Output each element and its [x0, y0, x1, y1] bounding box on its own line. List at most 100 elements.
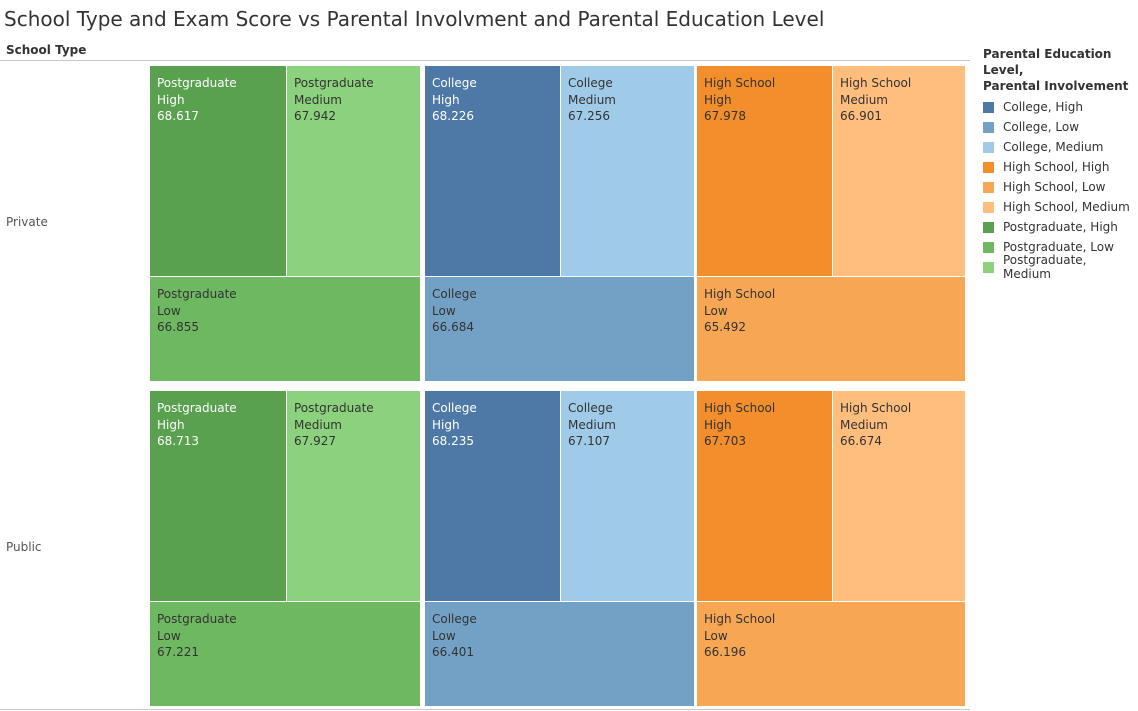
treemap-tile[interactable]: High School High 67.978: [697, 66, 832, 276]
tile-value-label: 66.901: [840, 109, 882, 123]
treemap-tile[interactable]: College Low 66.684: [425, 277, 694, 381]
tile-involvement-label: Low: [432, 628, 456, 643]
tile-value-label: 65.492: [704, 320, 746, 334]
treemap-tile[interactable]: Postgraduate High 68.617: [150, 66, 286, 276]
treemap-tile[interactable]: Postgraduate Medium 67.942: [287, 66, 420, 276]
legend-swatch: [983, 201, 994, 213]
treemap-tile[interactable]: College High 68.235: [425, 391, 560, 601]
tile-education-label: Postgraduate: [157, 401, 237, 415]
tile-education-label: Postgraduate: [294, 76, 374, 90]
legend-label: College, Medium: [1003, 140, 1104, 154]
row-dimension-header: School Type: [6, 43, 87, 57]
treemap-tile[interactable]: Postgraduate Low 67.221: [150, 602, 420, 706]
legend-item[interactable]: Postgraduate, Low: [983, 237, 1138, 257]
tile-involvement-label: High: [704, 417, 732, 432]
tile-value-label: 68.713: [157, 434, 199, 448]
treemap-tile[interactable]: High School Medium 66.901: [833, 66, 965, 276]
tile-involvement-label: Medium: [568, 92, 616, 107]
treemap-tile[interactable]: College Medium 67.107: [561, 391, 694, 601]
legend-swatch: [983, 161, 994, 173]
tile-value-label: 67.107: [568, 434, 610, 448]
treemap-tile[interactable]: Postgraduate Medium 67.927: [287, 391, 420, 601]
tile-education-label: College: [432, 612, 477, 626]
legend-label: College, Low: [1003, 120, 1080, 134]
tile-value-label: 66.401: [432, 645, 474, 659]
legend-item[interactable]: High School, Low: [983, 177, 1138, 197]
tile-education-label: High School: [704, 287, 776, 301]
tile-education-label: High School: [840, 401, 912, 415]
legend-label: Postgraduate, High: [1003, 220, 1118, 234]
legend-label: High School, Low: [1003, 180, 1106, 194]
row-label-public: Public: [6, 540, 42, 554]
tile-value-label: 67.256: [568, 109, 610, 123]
legend-swatch: [983, 261, 994, 273]
tile-value-label: 66.674: [840, 434, 882, 448]
tile-involvement-label: Medium: [840, 417, 888, 432]
tile-value-label: 66.855: [157, 320, 199, 334]
treemap-tile[interactable]: College High 68.226: [425, 66, 560, 276]
tile-involvement-label: Low: [704, 628, 728, 643]
tile-education-label: Postgraduate: [157, 76, 237, 90]
treemap-tile[interactable]: High School High 67.703: [697, 391, 832, 601]
tile-involvement-label: Low: [432, 303, 456, 318]
tile-involvement-label: Low: [704, 303, 728, 318]
tile-education-label: College: [432, 76, 477, 90]
tile-education-label: High School: [704, 76, 776, 90]
tile-education-label: College: [568, 76, 613, 90]
legend-item[interactable]: College, High: [983, 97, 1138, 117]
legend-title-line-2: Parental Involvement: [983, 79, 1129, 93]
legend-items: College, High College, Low College, Medium…: [983, 97, 1138, 281]
tile-involvement-label: Medium: [568, 417, 616, 432]
tile-involvement-label: Low: [157, 303, 181, 318]
tile-involvement-label: Low: [157, 628, 181, 643]
bottom-divider: [0, 709, 970, 710]
legend-label: High School, High: [1003, 160, 1110, 174]
treemap-tile[interactable]: Postgraduate Low 66.855: [150, 277, 420, 381]
tile-education-label: High School: [704, 612, 776, 626]
treemap-tile[interactable]: High School Medium 66.674: [833, 391, 965, 601]
tile-value-label: 67.927: [294, 434, 336, 448]
header-divider: [0, 60, 970, 61]
tile-value-label: 68.235: [432, 434, 474, 448]
legend-item[interactable]: High School, High: [983, 157, 1138, 177]
legend-swatch: [983, 121, 994, 133]
tile-involvement-label: High: [432, 92, 460, 107]
tile-value-label: 68.617: [157, 109, 199, 123]
tile-education-label: College: [432, 401, 477, 415]
tile-education-label: High School: [704, 401, 776, 415]
treemap-tile[interactable]: High School Low 66.196: [697, 602, 965, 706]
legend-item[interactable]: College, Low: [983, 117, 1138, 137]
tile-involvement-label: Medium: [294, 92, 342, 107]
treemap-tile[interactable]: High School Low 65.492: [697, 277, 965, 381]
chart-title: School Type and Exam Score vs Parental I…: [4, 7, 825, 31]
legend-item[interactable]: College, Medium: [983, 137, 1138, 157]
legend-item[interactable]: Postgraduate, Medium: [983, 253, 1138, 281]
tile-value-label: 67.978: [704, 109, 746, 123]
treemap-tile[interactable]: Postgraduate High 68.713: [150, 391, 286, 601]
tile-education-label: Postgraduate: [157, 287, 237, 301]
tile-value-label: 68.226: [432, 109, 474, 123]
legend-label: Postgraduate, Low: [1003, 240, 1114, 254]
tile-involvement-label: High: [157, 92, 185, 107]
legend-title-line-1: Parental Education Level,: [983, 47, 1112, 77]
legend-item[interactable]: Postgraduate, High: [983, 217, 1138, 237]
legend-swatch: [983, 181, 994, 193]
treemap-tile[interactable]: College Low 66.401: [425, 602, 694, 706]
tile-education-label: College: [432, 287, 477, 301]
legend-item[interactable]: High School, Medium: [983, 197, 1138, 217]
tile-involvement-label: High: [157, 417, 185, 432]
legend-swatch: [983, 141, 994, 153]
legend: Parental Education Level, Parental Invol…: [983, 46, 1138, 281]
tile-involvement-label: High: [704, 92, 732, 107]
legend-label: College, High: [1003, 100, 1083, 114]
tile-education-label: Postgraduate: [157, 612, 237, 626]
tile-education-label: Postgraduate: [294, 401, 374, 415]
legend-swatch: [983, 241, 994, 253]
tile-education-label: High School: [840, 76, 912, 90]
tile-involvement-label: High: [432, 417, 460, 432]
treemap-tile[interactable]: College Medium 67.256: [561, 66, 694, 276]
tile-value-label: 66.684: [432, 320, 474, 334]
row-label-private: Private: [6, 215, 48, 229]
legend-label: High School, Medium: [1003, 200, 1130, 214]
tile-involvement-label: Medium: [294, 417, 342, 432]
